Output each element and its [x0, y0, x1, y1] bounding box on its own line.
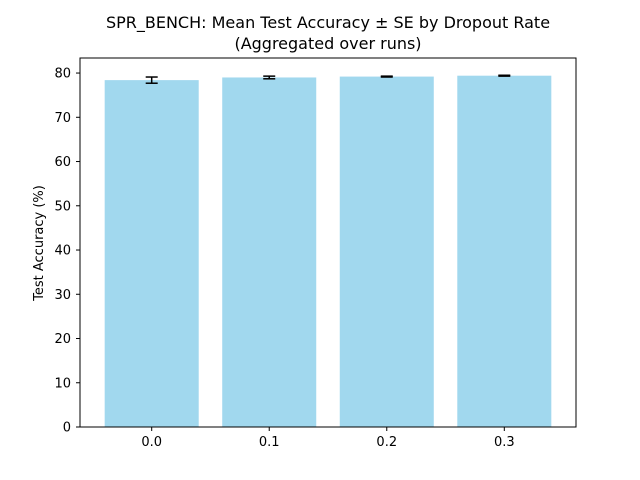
bar-0.1	[222, 77, 317, 428]
y-tick-label: 60	[54, 155, 71, 170]
y-tick-label: 10	[54, 376, 71, 391]
y-axis: 0 10 20 30 40 50 60 70 80	[54, 67, 80, 436]
bar-0.2	[339, 76, 434, 427]
plot-frame	[79, 57, 577, 428]
error-bar-0.3	[498, 74, 511, 77]
x-tick-label: 0.3	[494, 435, 515, 450]
chart-title-line2: (Aggregated over runs)	[234, 34, 421, 53]
y-tick-label: 20	[54, 332, 71, 347]
bar-0.3	[457, 75, 552, 427]
chart-title-line1: SPR_BENCH: Mean Test Accuracy ± SE by Dr…	[106, 13, 550, 33]
y-tick-label: 40	[54, 244, 71, 259]
bars-group	[104, 75, 552, 428]
x-tick-label: 0.1	[259, 435, 280, 450]
error-bar-0.0	[145, 76, 158, 84]
error-bar-0.2	[380, 75, 393, 78]
y-axis-label: Test Accuracy (%)	[32, 185, 47, 302]
y-tick-label: 0	[63, 421, 71, 436]
x-tick-label: 0.0	[141, 435, 162, 450]
error-bar-0.1	[263, 75, 276, 80]
y-tick-label: 50	[54, 199, 71, 214]
y-tick-label: 70	[54, 111, 71, 126]
y-tick-label: 80	[54, 67, 71, 82]
y-tick-label: 30	[54, 288, 71, 303]
x-tick-label: 0.2	[376, 435, 397, 450]
error-bars-group	[145, 74, 511, 84]
x-axis: 0.0 0.1 0.2 0.3	[141, 427, 515, 450]
bar-0.0	[104, 80, 199, 427]
